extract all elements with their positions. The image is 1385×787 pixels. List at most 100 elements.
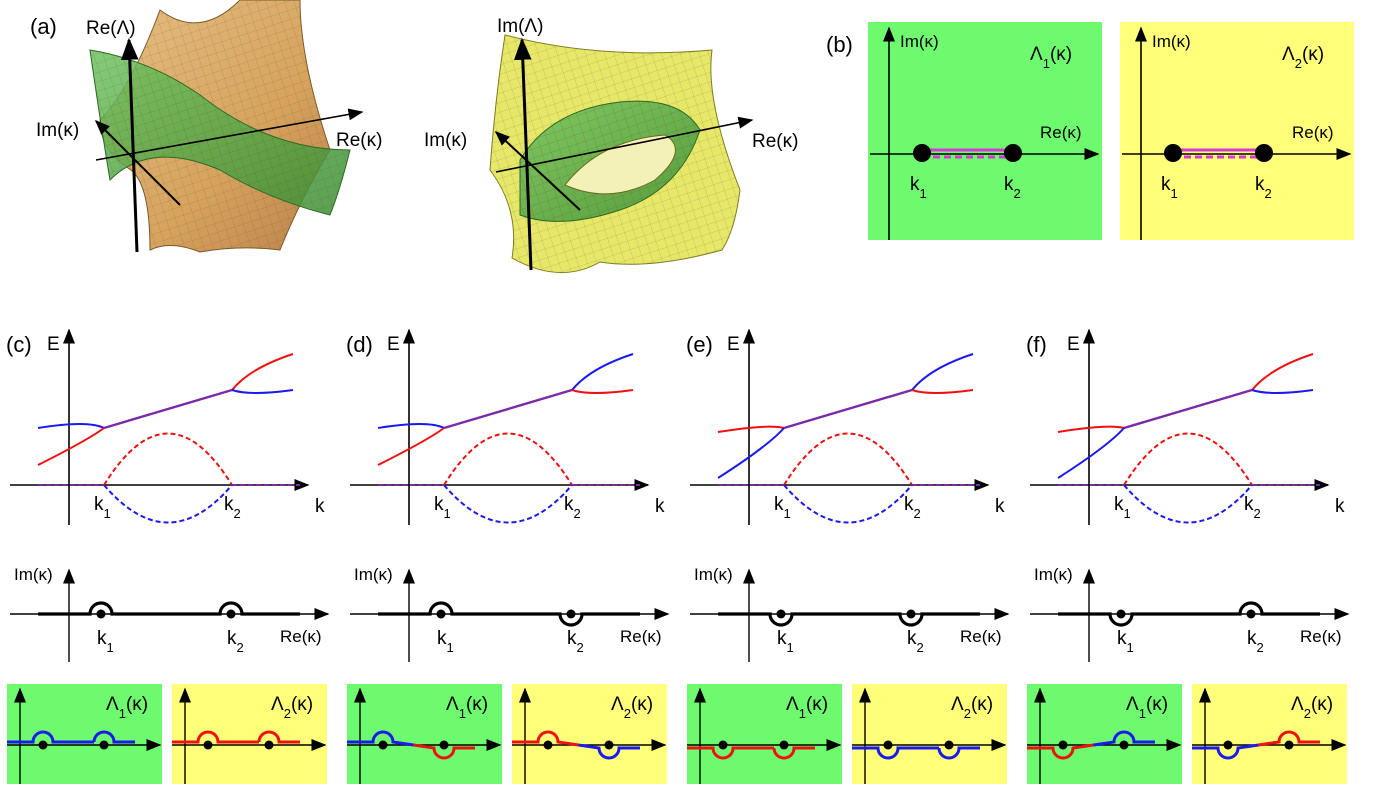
mini-contour-second	[937, 746, 980, 760]
sheet2-k1: k1	[1161, 174, 1178, 201]
panel-d: (d) Ek k1 k2 Im(κ) Re(κ) k1 k2 Λ1(κ) Λ2(κ)	[346, 328, 670, 784]
contour-path	[378, 601, 640, 627]
mini-contour-first	[852, 746, 939, 760]
k2-label: k2	[564, 494, 581, 521]
axis-re-kappa-right	[495, 116, 754, 173]
riemann-surface-real	[89, 0, 351, 253]
branch-left-upper	[37, 423, 105, 429]
contour-k1-label: k1	[777, 628, 794, 655]
panel-label: (e)	[686, 332, 713, 357]
mini-sheet-title: Λ1(κ)	[446, 694, 488, 721]
mini-sheet-background	[687, 684, 842, 784]
branch-left-upper	[377, 423, 445, 429]
panel-a: (a) Re(Λ) Im(κ) Re(κ) Im(Λ) Im(κ) Re(κ)	[30, 0, 798, 273]
mini-k1-point	[378, 740, 388, 750]
contour-re-label: Re(κ)	[280, 627, 322, 646]
panel-c: (c) Ek k1 k2 Im(κ) Re(κ) k1 k2 Λ1(κ) Λ2(κ)	[6, 328, 330, 784]
mini-sheet-background	[172, 684, 327, 784]
mini-sheet-title: Λ2(κ)	[611, 694, 653, 721]
imag-arc-down	[443, 484, 573, 524]
sheet2-k2: k2	[1255, 174, 1272, 201]
sheet2-title: Λ2(κ)	[1282, 44, 1324, 71]
mini-contour-second	[1258, 730, 1320, 747]
contour-k1-point	[1116, 609, 1126, 619]
k1-label: k1	[94, 494, 111, 521]
branch-right-upper	[231, 353, 294, 391]
contour-k2-label: k2	[567, 628, 584, 655]
contour-re-label: Re(κ)	[1300, 627, 1342, 646]
panel-b-label: (b)	[826, 32, 853, 57]
mini-k1-point	[543, 740, 553, 750]
branch-right-upper	[571, 353, 634, 391]
mini-sheet-background	[7, 684, 162, 784]
axis-im-kappa-left	[94, 119, 181, 206]
axis-label-k: k	[1335, 496, 1345, 517]
mini-sheet-title: Λ1(κ)	[786, 694, 828, 721]
mini-k1-point	[203, 740, 213, 750]
mini-contour-first	[172, 730, 259, 744]
imag-arc-up	[783, 432, 913, 486]
mini-k1-point	[1058, 740, 1068, 750]
mini-sheet-title: Λ1(κ)	[106, 694, 148, 721]
branch-point-k1	[1164, 144, 1182, 162]
mini-sheet-2: Λ2(κ)	[852, 684, 1007, 784]
branch-left-lower	[37, 427, 105, 466]
mini-contour-first	[687, 746, 774, 760]
mini-sheet-title: Λ2(κ)	[271, 694, 313, 721]
k2-label: k2	[1244, 494, 1261, 521]
panel-e: (e) Ek k1 k2 Im(κ) Re(κ) k1 k2 Λ1(κ) Λ2(κ)	[686, 328, 1010, 784]
contour-im-label: Im(κ)	[1034, 565, 1073, 584]
mini-sheet-1: Λ1(κ)	[347, 684, 502, 784]
mini-contour-second	[1093, 730, 1155, 747]
mini-k2-point	[1284, 740, 1294, 750]
axis-label-e: E	[47, 334, 60, 355]
contour-k1-label: k1	[1117, 628, 1134, 655]
axis-label-k: k	[995, 496, 1005, 517]
mini-sheet-2: Λ2(κ)	[172, 684, 327, 784]
axis-im-kappa-right	[494, 130, 581, 211]
mini-k2-point	[1119, 740, 1129, 750]
sheet1-im-label: Im(κ)	[900, 32, 939, 51]
panel-label: (f)	[1026, 332, 1047, 357]
mini-sheet-background	[347, 684, 502, 784]
mini-k2-point	[604, 740, 614, 750]
mini-k2-point	[99, 740, 109, 750]
mini-contour-second	[257, 730, 300, 744]
k1-label: k1	[774, 494, 791, 521]
axis-label-e: E	[1067, 334, 1080, 355]
contour-k1-point	[776, 609, 786, 619]
panel-a-label: (a)	[30, 14, 57, 39]
imag-arc-down	[103, 484, 233, 524]
mini-contour-first	[347, 730, 414, 747]
branch-point-k2	[1004, 144, 1022, 162]
sheet-lambda1: Λ1(κ) Im(κ) Re(κ) k1 k2	[868, 22, 1102, 240]
mini-sheet-2: Λ2(κ)	[1192, 684, 1347, 784]
imag-arc-down	[1123, 484, 1253, 524]
sheet2-re-label: Re(κ)	[1292, 123, 1334, 142]
axis-label-k: k	[315, 496, 325, 517]
branch-right-lower	[571, 389, 634, 394]
contour-im-label: Im(κ)	[694, 565, 733, 584]
contour-k1-point	[436, 609, 446, 619]
k1-label: k1	[1114, 494, 1131, 521]
mini-sheet-background	[1027, 684, 1182, 784]
branch-left-lower	[1057, 427, 1125, 479]
branch-right-lower	[231, 389, 294, 394]
mini-sheet-title: Λ2(κ)	[951, 694, 993, 721]
contour-k2-label: k2	[1247, 628, 1264, 655]
branch-left-lower	[717, 427, 785, 479]
mini-sheet-1: Λ1(κ)	[7, 684, 162, 784]
mini-contour-first	[512, 730, 579, 747]
mini-sheet-1: Λ1(κ)	[1027, 684, 1182, 784]
contour-k2-label: k2	[227, 628, 244, 655]
mini-k2-point	[439, 740, 449, 750]
contour-path	[718, 612, 980, 627]
axis-label-e: E	[387, 334, 400, 355]
panel-f: (f) Ek k1 k2 Im(κ) Re(κ) k1 k2 Λ1(κ) Λ2(κ)	[1026, 328, 1350, 784]
imag-arc-down	[783, 484, 913, 524]
label-im-kappa-a-left: Im(κ)	[36, 120, 79, 141]
branch-right-upper	[1251, 353, 1314, 391]
mini-k1-point	[883, 740, 893, 750]
panel-label: (d)	[346, 332, 373, 357]
label-im-lambda: Im(Λ)	[497, 16, 543, 37]
